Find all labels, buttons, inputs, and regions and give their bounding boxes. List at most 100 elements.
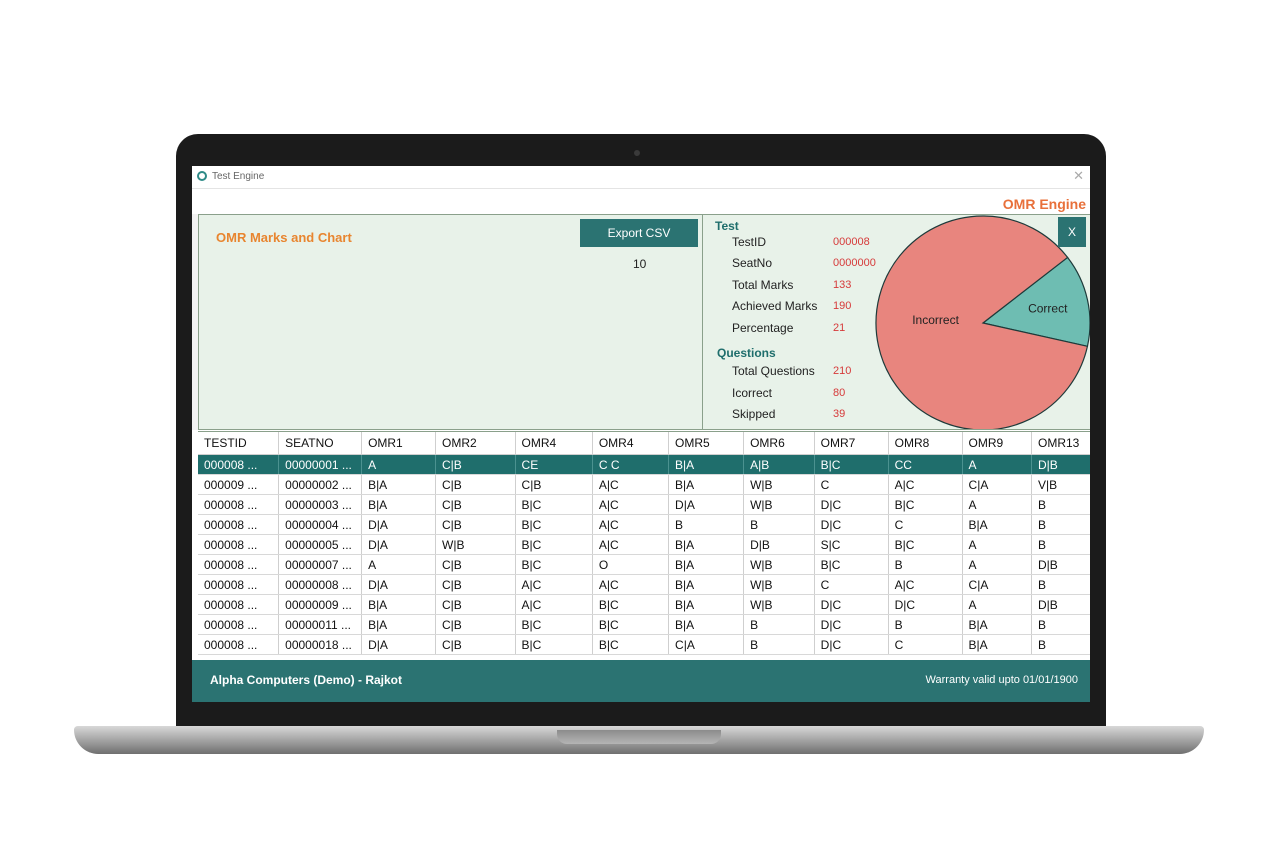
table-cell[interactable]: C|B [435, 514, 516, 535]
table-row[interactable]: 000009 ... 00000002 ... B|A C|B C|B A|C B|A W|B… [198, 474, 1090, 495]
table-cell[interactable]: C [888, 634, 963, 655]
table-cell[interactable]: C|B [435, 594, 516, 615]
table-cell[interactable]: 00000004 ... [278, 514, 363, 535]
table-cell[interactable]: B|C [515, 494, 593, 515]
table-cell[interactable]: 000009 ... [198, 474, 280, 495]
close-panel-button[interactable]: X [1058, 217, 1086, 247]
table-cell[interactable]: B [1031, 514, 1090, 535]
table-cell[interactable]: B|C [888, 494, 963, 515]
table-cell[interactable]: A [962, 534, 1033, 555]
column-header[interactable]: OMR13 [1031, 432, 1090, 455]
table-cell[interactable]: B|A [962, 634, 1033, 655]
table-cell[interactable]: C|B [435, 574, 516, 595]
table-cell[interactable]: CE [515, 454, 593, 475]
table-cell[interactable]: B|C [515, 614, 593, 635]
table-cell[interactable]: B [668, 514, 745, 535]
table-cell[interactable]: 000008 ... [198, 454, 280, 475]
table-cell[interactable]: D|C [814, 634, 889, 655]
table-cell[interactable]: B|C [592, 614, 670, 635]
table-cell[interactable]: C|B [435, 554, 516, 575]
table-cell[interactable]: B|C [814, 554, 889, 575]
table-cell[interactable]: A|C [592, 474, 670, 495]
table-cell[interactable]: W|B [435, 534, 516, 555]
table-cell[interactable]: 000008 ... [198, 554, 280, 575]
table-cell[interactable]: 00000008 ... [278, 574, 363, 595]
table-cell[interactable]: B|C [888, 534, 963, 555]
column-header[interactable]: OMR7 [814, 432, 889, 455]
table-cell[interactable]: C|B [435, 614, 516, 635]
table-cell[interactable]: 00000007 ... [278, 554, 363, 575]
table-cell[interactable]: B|C [814, 454, 889, 475]
table-cell[interactable]: B [743, 514, 815, 535]
column-header[interactable]: OMR4 [592, 432, 670, 455]
table-cell[interactable]: B|C [515, 634, 593, 655]
table-cell[interactable]: C|B [435, 634, 516, 655]
table-cell[interactable]: C|A [668, 634, 745, 655]
table-cell[interactable]: A|C [592, 514, 670, 535]
table-row[interactable]: 000008 ... 00000009 ... B|A C|B A|C B|C B|A W|B… [198, 594, 1090, 615]
table-cell[interactable]: S|C [814, 534, 889, 555]
table-cell[interactable]: D|C [888, 594, 963, 615]
table-cell[interactable]: A [962, 454, 1033, 475]
table-cell[interactable]: D|A [361, 574, 436, 595]
table-cell[interactable]: D|A [668, 494, 745, 515]
table-cell[interactable]: B|C [515, 514, 593, 535]
table-cell[interactable]: B|A [668, 554, 745, 575]
table-cell[interactable]: B [1031, 614, 1090, 635]
table-cell[interactable]: D|C [814, 594, 889, 615]
table-cell[interactable]: D|B [1031, 594, 1090, 615]
table-cell[interactable]: A|C [515, 574, 593, 595]
table-cell[interactable]: C|B [435, 474, 516, 495]
table-cell[interactable]: B|C [515, 554, 593, 575]
table-cell[interactable]: B|A [668, 454, 745, 475]
table-cell[interactable]: 000008 ... [198, 534, 280, 555]
column-header[interactable]: OMR9 [962, 432, 1033, 455]
table-cell[interactable]: 000008 ... [198, 574, 280, 595]
table-cell[interactable]: B|A [361, 474, 436, 495]
table-cell[interactable]: A [962, 494, 1033, 515]
table-cell[interactable]: B [1031, 634, 1090, 655]
table-row[interactable]: 000008 ... 00000003 ... B|A C|B B|C A|C D|A W|B… [198, 494, 1090, 515]
table-cell[interactable]: B|A [361, 614, 436, 635]
table-cell[interactable]: D|C [814, 514, 889, 535]
table-cell[interactable]: D|A [361, 534, 436, 555]
table-cell[interactable]: A [361, 454, 436, 475]
table-cell[interactable]: A|C [888, 474, 963, 495]
column-header[interactable]: SEATNO [278, 432, 363, 455]
table-row[interactable]: 000008 ... 00000011 ... B|A C|B B|C B|C B|A B D|… [198, 614, 1090, 635]
table-cell[interactable]: 000008 ... [198, 494, 280, 515]
table-cell[interactable]: W|B [743, 494, 815, 515]
table-cell[interactable]: B|A [962, 614, 1033, 635]
table-cell[interactable]: 00000005 ... [278, 534, 363, 555]
table-cell[interactable]: B|A [668, 614, 745, 635]
table-cell[interactable]: W|B [743, 474, 815, 495]
table-cell[interactable]: 00000001 ... [278, 454, 363, 475]
table-cell[interactable]: 000008 ... [198, 514, 280, 535]
table-cell[interactable]: C C [592, 454, 670, 475]
table-cell[interactable]: CC [888, 454, 963, 475]
table-cell[interactable]: 00000002 ... [278, 474, 363, 495]
table-cell[interactable]: B|A [668, 594, 745, 615]
table-cell[interactable]: D|B [743, 534, 815, 555]
table-row[interactable]: 000008 ... 00000001 ... A C|B CE C C B|A A|B B|C… [198, 454, 1090, 475]
column-header[interactable]: OMR5 [668, 432, 745, 455]
table-cell[interactable]: B [888, 554, 963, 575]
table-cell[interactable]: A|B [743, 454, 815, 475]
table-cell[interactable]: B|A [361, 594, 436, 615]
table-cell[interactable]: A|C [592, 494, 670, 515]
table-cell[interactable]: B|A [668, 534, 745, 555]
table-cell[interactable]: B [1031, 534, 1090, 555]
table-cell[interactable]: C [814, 574, 889, 595]
table-cell[interactable]: B [888, 614, 963, 635]
table-cell[interactable]: 00000018 ... [278, 634, 363, 655]
table-cell[interactable]: A [962, 554, 1033, 575]
column-header[interactable]: TESTID [198, 432, 280, 455]
table-cell[interactable]: B [1031, 574, 1090, 595]
export-csv-button[interactable]: Export CSV [580, 219, 698, 247]
close-icon[interactable]: ✕ [1073, 168, 1084, 183]
table-cell[interactable]: 000008 ... [198, 614, 280, 635]
table-cell[interactable]: C|B [435, 494, 516, 515]
table-cell[interactable]: B [1031, 494, 1090, 515]
table-row[interactable]: 000008 ... 00000005 ... D|A W|B B|C A|C B|A D|B… [198, 534, 1090, 555]
table-cell[interactable]: V|B [1031, 474, 1090, 495]
